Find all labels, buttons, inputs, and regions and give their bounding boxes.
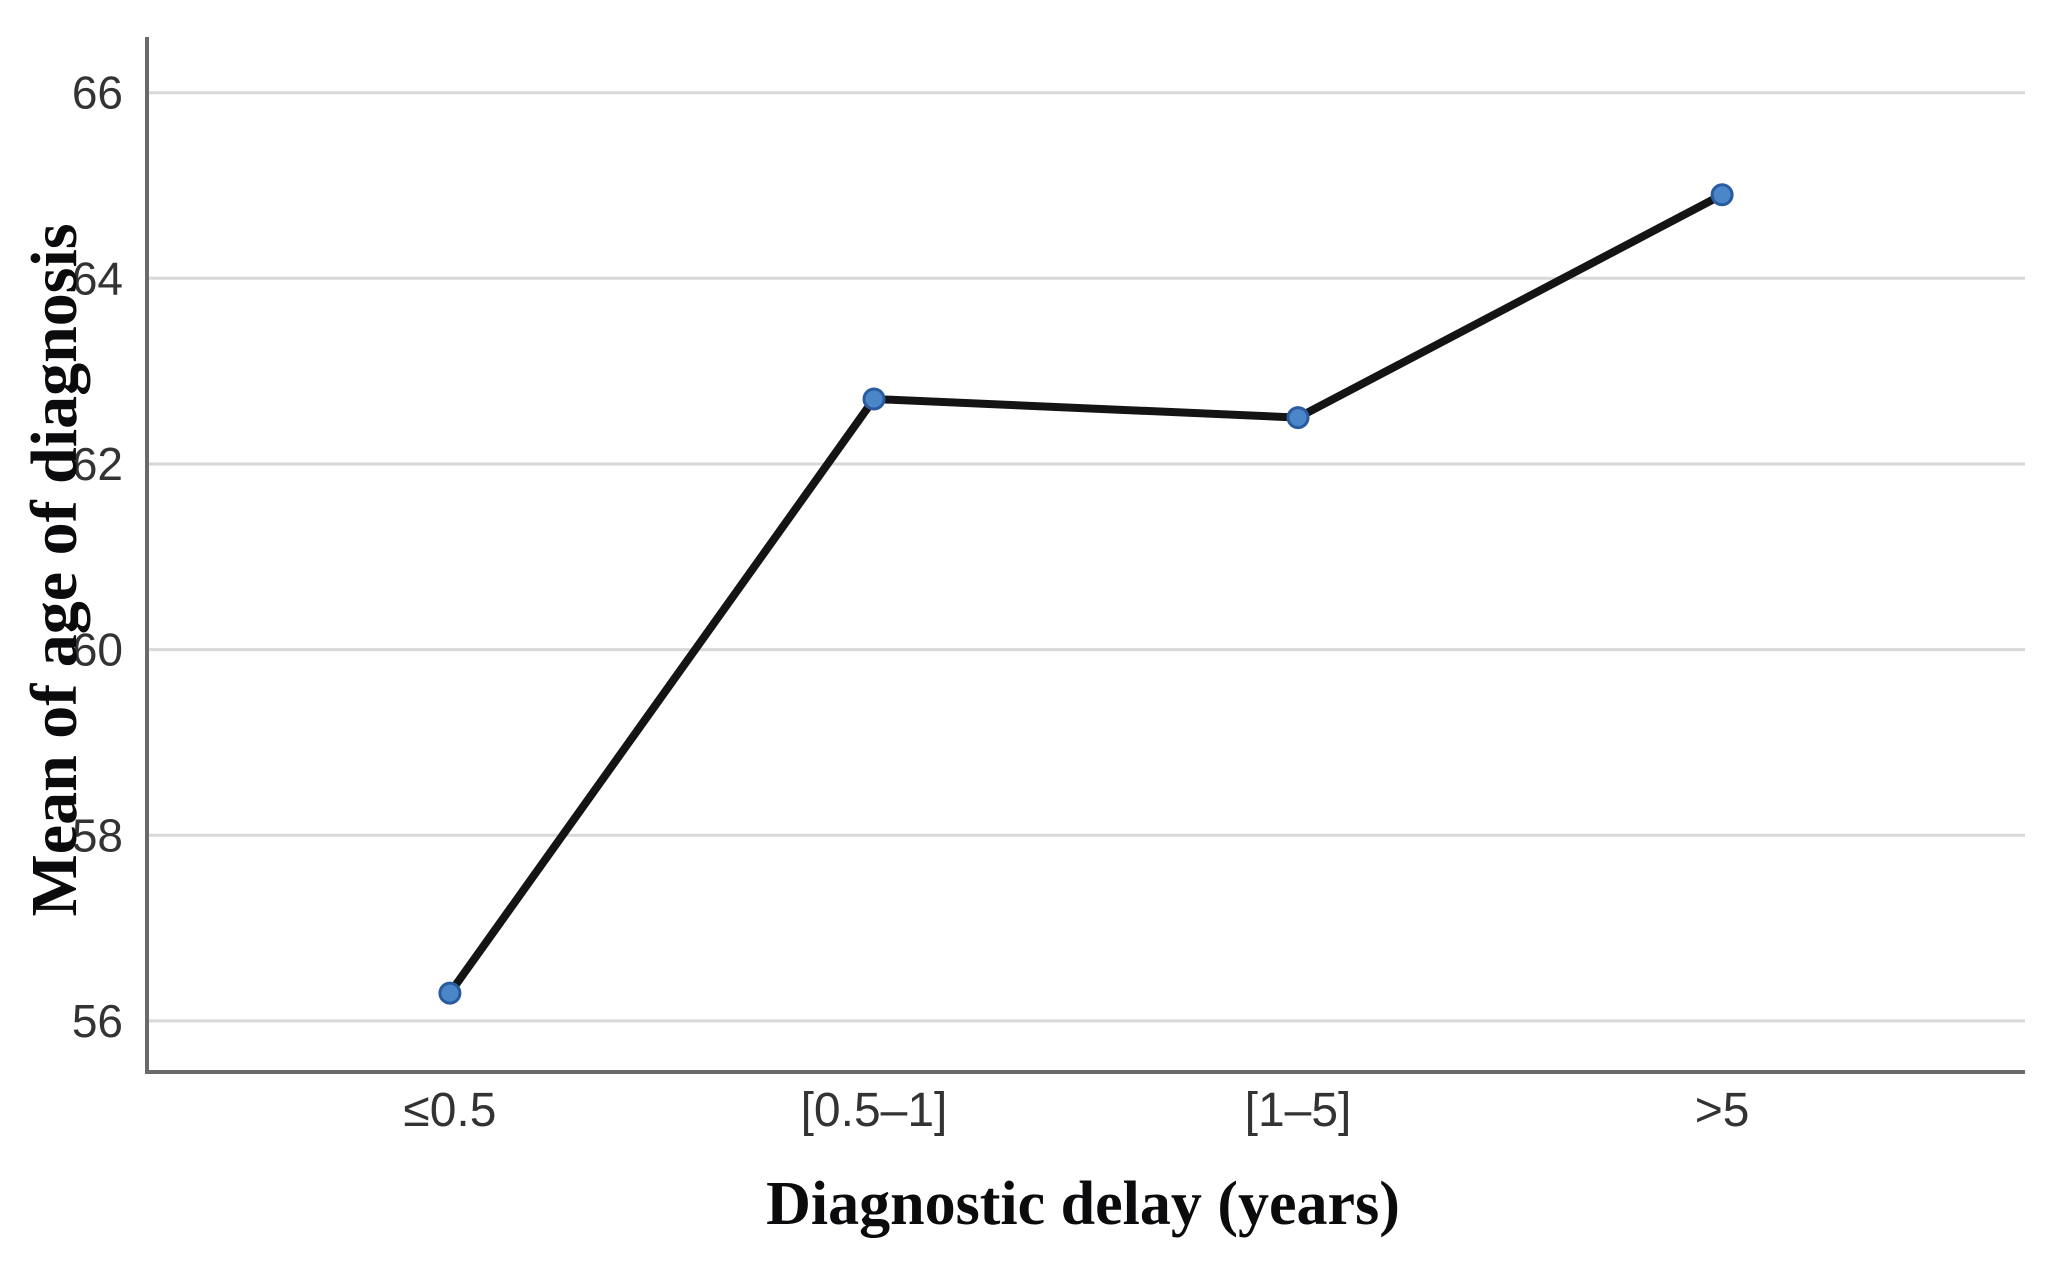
data-point-1: [862, 387, 886, 411]
y-tick-label-64: 64: [72, 252, 123, 304]
x-tick-label-2: [1–5]: [1245, 1084, 1352, 1137]
x-tick-label-1: [0.5–1]: [801, 1084, 948, 1137]
x-axis-title: Diagnostic delay (years): [766, 1170, 1400, 1238]
y-axis-title: Mean of age of diagnosis: [18, 223, 91, 917]
data-point-2: [1286, 406, 1310, 430]
data-point-0: [438, 981, 462, 1005]
y-tick-label-60: 60: [72, 624, 123, 676]
y-tick-label-56: 56: [72, 995, 123, 1047]
x-tick-label-0: ≤0.5: [403, 1084, 496, 1137]
series-line: [445, 190, 1727, 998]
data-point-3: [1710, 183, 1734, 207]
y-tick-label-58: 58: [72, 809, 123, 861]
y-tick-label-62: 62: [72, 438, 123, 490]
x-tick-label-3: >5: [1695, 1084, 1750, 1137]
y-tick-label-66: 66: [72, 67, 123, 119]
